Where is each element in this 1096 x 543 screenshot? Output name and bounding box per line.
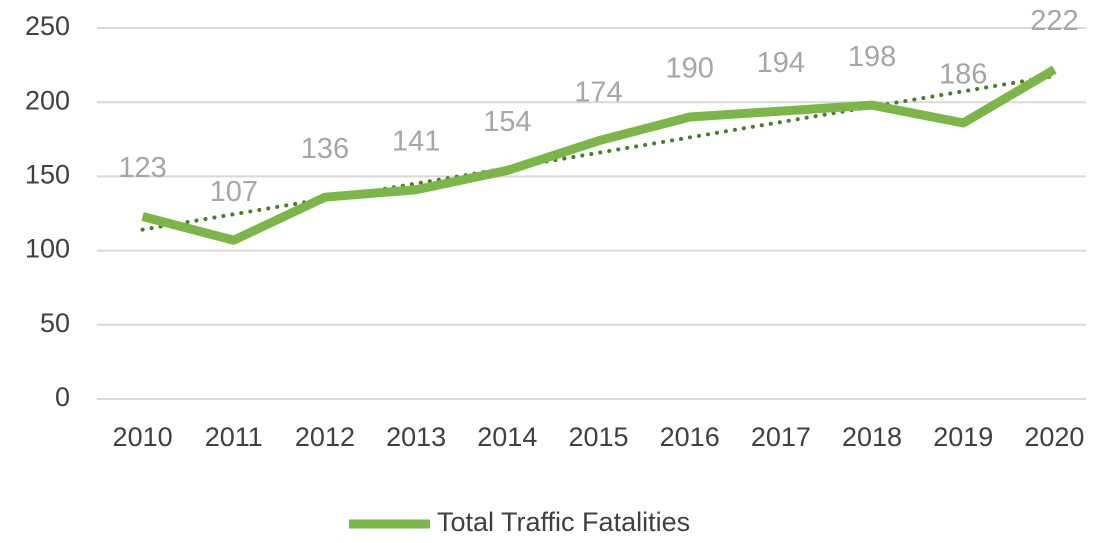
x-tick-label: 2015 xyxy=(568,422,628,452)
trendline xyxy=(140,73,1057,232)
y-tick-label: 250 xyxy=(25,11,70,41)
y-tick-label: 150 xyxy=(25,160,70,190)
x-tick-label: 2018 xyxy=(842,422,902,452)
y-tick-label: 100 xyxy=(25,234,70,264)
data-label: 136 xyxy=(301,133,349,165)
data-label: 154 xyxy=(483,106,531,138)
x-tick-label: 2019 xyxy=(933,422,993,452)
data-label: 194 xyxy=(757,47,805,79)
data-label: 123 xyxy=(118,152,166,184)
x-tick-label: 2010 xyxy=(113,422,173,452)
x-tick-label: 2017 xyxy=(751,422,811,452)
legend: Total Traffic Fatalities xyxy=(349,507,690,537)
x-tick-label: 2013 xyxy=(386,422,446,452)
x-tick-label: 2014 xyxy=(477,422,537,452)
x-tick-label: 2012 xyxy=(295,422,355,452)
legend-label: Total Traffic Fatalities xyxy=(437,507,690,537)
x-tick-label: 2011 xyxy=(205,422,263,452)
y-tick-label: 0 xyxy=(55,382,70,412)
data-label: 190 xyxy=(665,53,713,85)
data-label: 186 xyxy=(939,59,987,91)
y-tick-label: 200 xyxy=(25,85,70,115)
x-tick-label: 2016 xyxy=(660,422,720,452)
data-label: 222 xyxy=(1030,5,1078,37)
data-label: 198 xyxy=(848,41,896,73)
x-tick-label: 2020 xyxy=(1024,422,1084,452)
line xyxy=(141,65,1057,245)
data-label: 141 xyxy=(392,125,440,157)
data-label: 107 xyxy=(210,176,258,208)
y-tick-label: 50 xyxy=(40,308,70,338)
data-label: 174 xyxy=(574,76,622,108)
